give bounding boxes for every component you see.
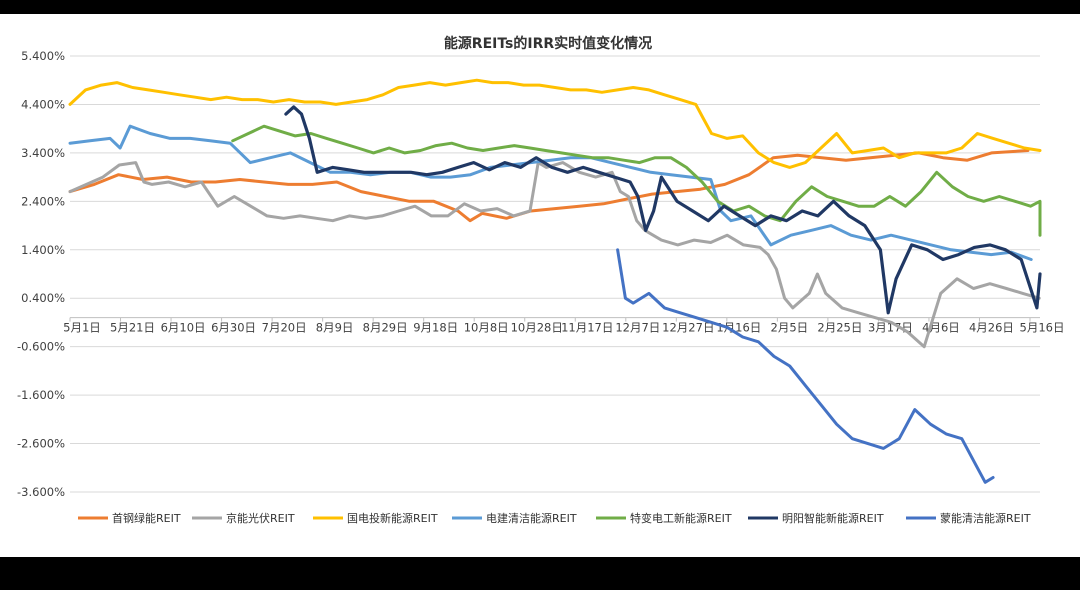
x-tick-label: 6月10日 (161, 321, 206, 335)
y-tick-label: -3.600% (17, 485, 65, 499)
y-tick-label: 4.400% (21, 97, 65, 111)
chart-panel: 能源REITs的IRR实时值变化情况 5.400% 4.400% 3.400% 2.4… (0, 14, 1080, 557)
x-tick-label: 7月20日 (262, 321, 307, 335)
x-tick-label: 12月7日 (615, 321, 660, 335)
x-tick-label: 1月16日 (716, 321, 761, 335)
legend-label: 电建清洁能源REIT (486, 511, 577, 525)
legend-label: 首钢绿能REIT (112, 511, 181, 525)
x-tick-label: 12月27日 (662, 321, 714, 335)
x-tick-label: 11月17日 (561, 321, 613, 335)
x-tick-label: 8月9日 (316, 321, 354, 335)
y-tick-label: -0.600% (17, 340, 65, 354)
series-line (68, 124, 1033, 261)
y-tick-label: 5.400% (21, 49, 65, 63)
x-tick-label: 5月16日 (1020, 321, 1065, 335)
x-tick-label: 5月1日 (63, 321, 101, 335)
series-line (231, 124, 1042, 237)
y-tick-label: 2.400% (21, 194, 65, 208)
x-tick-label: 5月21日 (110, 321, 155, 335)
legend-label: 蒙能清洁能源REIT (940, 511, 1031, 525)
x-tick-label: 4月26日 (969, 321, 1014, 335)
x-tick-label: 10月28日 (511, 321, 563, 335)
x-tick-label: 9月18日 (413, 321, 458, 335)
y-tick-label: 3.400% (21, 146, 65, 160)
legend-label: 明阳智能新能源REIT (782, 511, 884, 525)
x-tick-label: 2月5日 (771, 321, 809, 335)
grid-lines (70, 55, 1040, 493)
chart-title: 能源REITs的IRR实时值变化情况 (444, 35, 652, 52)
legend-label: 特变电工新能源REIT (630, 511, 732, 525)
y-tick-label: 1.400% (21, 243, 65, 257)
series-line (616, 248, 995, 484)
line-chart: 能源REITs的IRR实时值变化情况 5.400% 4.400% 3.400% 2.4… (17, 35, 1064, 525)
series-line (68, 161, 1041, 349)
x-tick-label: 8月29日 (363, 321, 408, 335)
x-tick-label: 2月25日 (817, 321, 862, 335)
series-line (68, 78, 1042, 169)
legend-label: 京能光伏REIT (226, 511, 295, 525)
legend-label: 国电投新能源REIT (347, 511, 438, 525)
y-tick-label: -2.600% (17, 437, 65, 451)
y-tick-label: -1.600% (17, 388, 65, 402)
x-tick-label: 10月8日 (464, 321, 509, 335)
x-tick-label: 6月30日 (211, 321, 256, 335)
series-line (284, 105, 1042, 315)
axes: 5.400% 4.400% 3.400% 2.400% 1.400% 0.400% -0.6… (17, 49, 1064, 499)
legend: 首钢绿能REIT 京能光伏REIT 国电投新能源REIT 电建清洁能源REIT 特变电工… (78, 511, 1031, 525)
y-tick-label: 0.400% (21, 291, 65, 305)
series-lines (68, 78, 1042, 484)
x-tick-label: 3月17日 (868, 321, 913, 335)
